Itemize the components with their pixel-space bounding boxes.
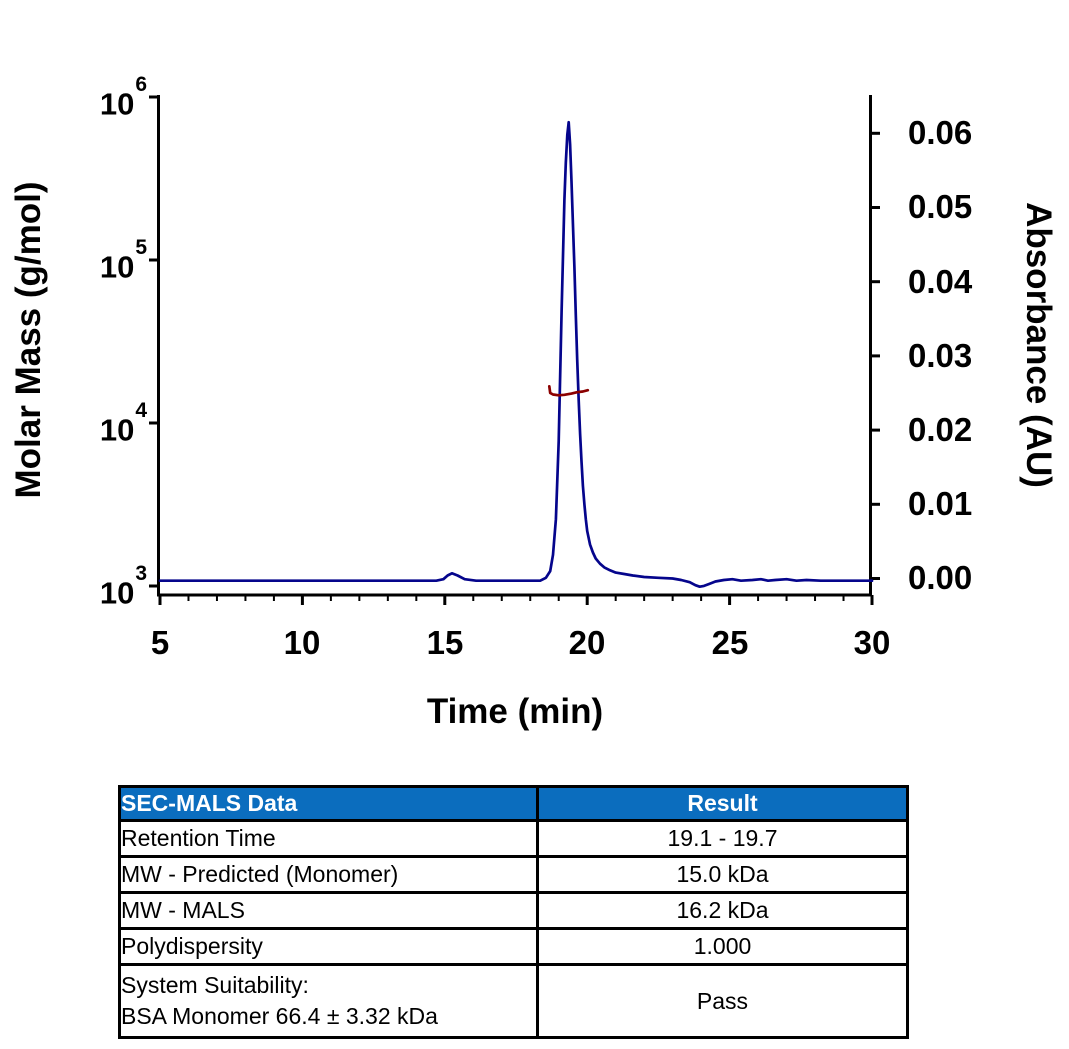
x-axis-tick: 30 [853, 624, 891, 661]
row-value: 16.2 kDa [536, 891, 909, 930]
left-axis-tick-1e5: 105 [99, 236, 147, 285]
left-axis-title: Molar Mass (g/mol) [9, 181, 48, 499]
row-value: 19.1 - 19.7 [536, 819, 909, 858]
table-row-system-suitability: System Suitability: BSA Monomer 66.4 ± 3… [118, 963, 909, 1039]
left-axis-tick-1e6: 106 [99, 73, 147, 122]
x-axis-tick: 15 [426, 624, 464, 661]
row-value: Pass [536, 963, 909, 1039]
chromatogram-plot [149, 95, 880, 605]
row-value: 1.000 [536, 927, 909, 966]
x-axis-tick: 5 [150, 624, 170, 661]
right-axis-tick: 0.05 [908, 188, 973, 225]
right-axis-tick: 0.00 [908, 559, 973, 596]
left-axis-tick-1e3: 103 [99, 562, 147, 611]
right-axis-tick: 0.04 [908, 263, 973, 300]
row-label: MW - MALS [118, 891, 539, 930]
right-axis-tick: 0.03 [908, 337, 973, 374]
molar-mass-mals-trace [547, 384, 590, 397]
row-label: System Suitability: BSA Monomer 66.4 ± 3… [118, 963, 539, 1039]
table-row-mw-mals: MW - MALS 16.2 kDa [118, 891, 909, 930]
sec-mals-results-table: SEC-MALS Data Result Retention Time 19.1… [118, 785, 909, 1039]
x-axis-title: Time (min) [426, 692, 604, 731]
right-axis-tick: 0.06 [908, 114, 973, 151]
x-axis-tick: 10 [283, 624, 321, 661]
right-axis-title: Absorbance (AU) [1019, 202, 1058, 488]
row-label: Polydispersity [118, 927, 539, 966]
row-value: 15.0 kDa [536, 855, 909, 894]
right-axis-tick: 0.01 [908, 485, 973, 522]
table-header-parameter: SEC-MALS Data [118, 785, 539, 822]
x-axis-tick: 20 [568, 624, 606, 661]
x-axis-tick: 25 [711, 624, 749, 661]
table-row-polydispersity: Polydispersity 1.000 [118, 927, 909, 966]
table-row-mw-predicted: MW - Predicted (Monomer) 15.0 kDa [118, 855, 909, 894]
table-header-row: SEC-MALS Data Result [118, 785, 909, 822]
uv-absorbance-trace [158, 120, 874, 589]
row-label: Retention Time [118, 819, 539, 858]
left-axis-tick-1e4: 104 [99, 399, 147, 448]
table-row-retention-time: Retention Time 19.1 - 19.7 [118, 819, 909, 858]
right-axis-tick: 0.02 [908, 411, 973, 448]
row-label: MW - Predicted (Monomer) [118, 855, 539, 894]
table-header-result: Result [536, 785, 909, 822]
